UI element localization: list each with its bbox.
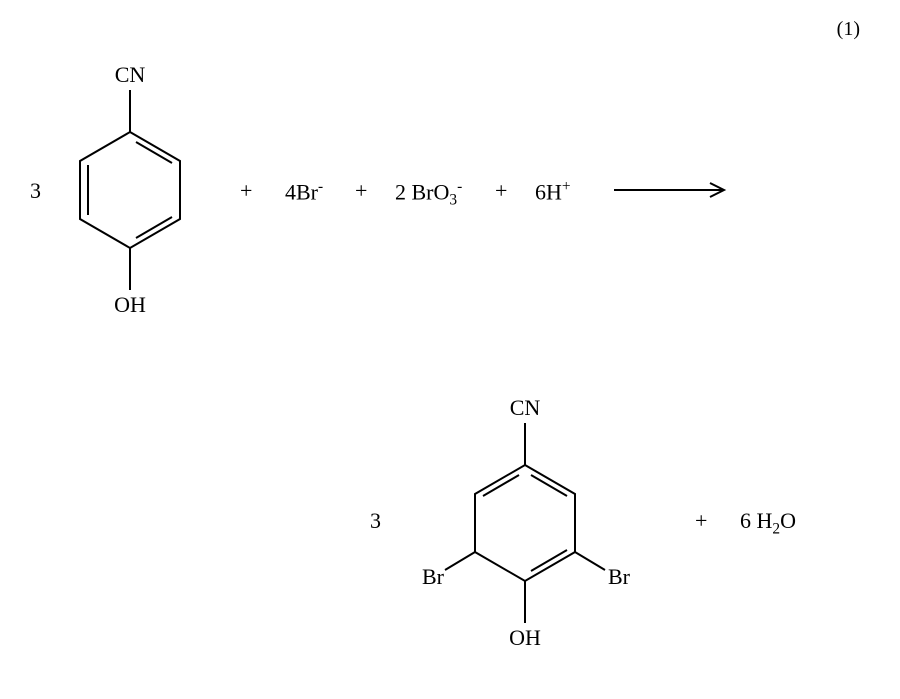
- product2-coeff: 6: [740, 508, 757, 533]
- reactant2-coeff: 4: [285, 179, 296, 204]
- reactant1-top-substituent: CN: [115, 62, 146, 87]
- reactant4-charge: +: [562, 178, 571, 195]
- reactant1-bottom-substituent: OH: [114, 292, 146, 317]
- product2-H: H: [757, 508, 773, 533]
- reactant3-formula: BrO: [412, 179, 450, 204]
- product2-water: 6 H2O: [740, 508, 796, 538]
- reactant3-sub: 3: [449, 192, 457, 209]
- equation-number: (1): [837, 18, 860, 41]
- product1-structure: CN OH Br Br: [395, 368, 655, 688]
- reactant4-proton: 6H+: [535, 178, 571, 205]
- product1-top-substituent: CN: [510, 395, 541, 420]
- reactant1-coefficient: 3: [30, 178, 41, 204]
- reactant4-coeff: 6: [535, 179, 546, 204]
- product1-coefficient: 3: [370, 508, 381, 534]
- product1-bottom-substituent: OH: [509, 625, 541, 650]
- reactant3-coeff: 2: [395, 179, 412, 204]
- reactant2-formula: Br: [296, 179, 318, 204]
- reaction-arrow: [610, 178, 740, 202]
- product1-left-substituent: Br: [422, 564, 445, 589]
- reactant3-bromate: 2 BrO3-: [395, 178, 462, 210]
- reactant3-charge: -: [457, 178, 462, 195]
- product1-right-substituent: Br: [608, 564, 631, 589]
- plus-1: +: [240, 178, 252, 204]
- product2-sub: 2: [772, 520, 780, 537]
- product-plus: +: [695, 508, 707, 534]
- reaction-scheme: (1) 3 CN OH + 4Br- + 2 BrO3- + 6H+: [0, 0, 900, 699]
- reactant2-charge: -: [318, 178, 323, 195]
- product2-O: O: [780, 508, 796, 533]
- reactant2-bromide: 4Br-: [285, 178, 323, 205]
- plus-3: +: [495, 178, 507, 204]
- reactant4-formula: H: [546, 179, 562, 204]
- plus-2: +: [355, 178, 367, 204]
- reactant1-structure: CN OH: [50, 30, 220, 350]
